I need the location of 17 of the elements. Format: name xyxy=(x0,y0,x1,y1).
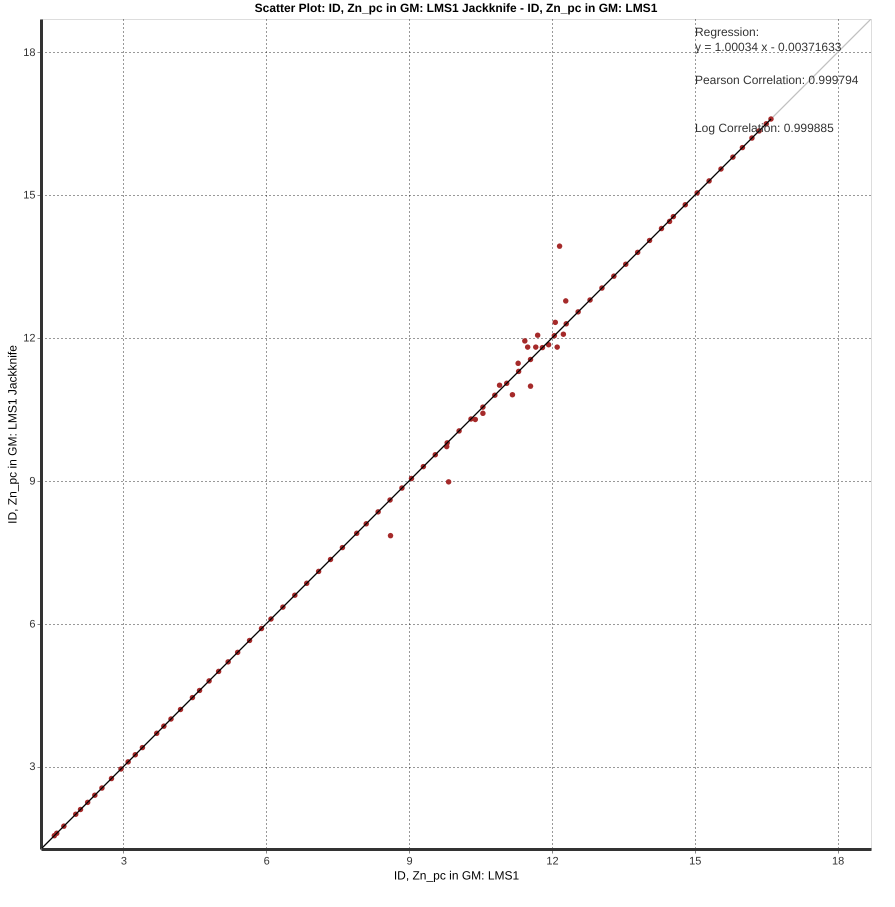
x-tick-label: 12 xyxy=(546,856,559,868)
y-tick-label: 15 xyxy=(23,190,36,202)
x-tick-label: 9 xyxy=(406,856,413,868)
x-tick-label: 18 xyxy=(832,856,844,868)
chart-title: Scatter Plot: ID, Zn_pc in GM: LMS1 Jackknife - ID, Zn_pc in GM: LMS1 xyxy=(254,1,658,15)
y-tick-label: 6 xyxy=(29,618,36,630)
y-axis-title: ID, Zn_pc in GM: LMS1 Jackknife xyxy=(5,344,20,524)
y-tick-label: 9 xyxy=(29,475,36,488)
x-tick-label: 15 xyxy=(689,856,702,868)
annotation: Regression: y = 1.00034 x - 0.00371633 xyxy=(695,25,842,54)
x-axis-title: ID, Zn_pc in GM: LMS1 xyxy=(394,868,520,882)
x-tick-label: 3 xyxy=(120,856,127,868)
y-tick-label: 3 xyxy=(29,761,36,774)
x-tick-label: 6 xyxy=(264,856,270,868)
annotation: Pearson Correlation: 0.999794 xyxy=(695,73,859,87)
y-tick-label: 18 xyxy=(23,46,36,59)
y-tick-label: 12 xyxy=(23,332,36,345)
